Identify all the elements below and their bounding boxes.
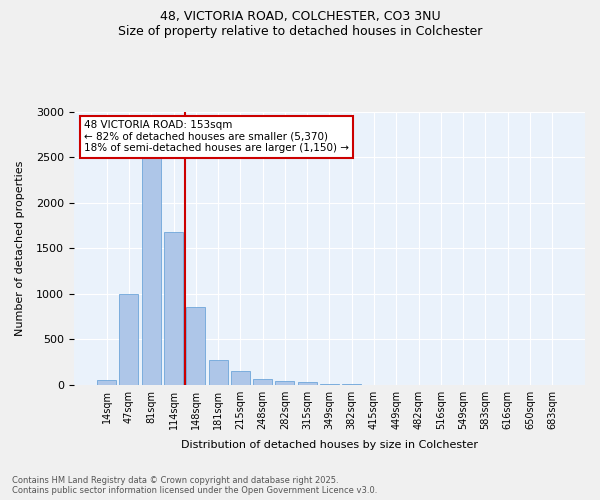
Bar: [164, 232, 183, 384]
Text: 48, VICTORIA ROAD, COLCHESTER, CO3 3NU
Size of property relative to detached hou: 48, VICTORIA ROAD, COLCHESTER, CO3 3NU S…: [118, 10, 482, 38]
Bar: [97, 380, 116, 384]
Bar: [275, 380, 295, 384]
X-axis label: Distribution of detached houses by size in Colchester: Distribution of detached houses by size …: [181, 440, 478, 450]
Bar: [298, 382, 317, 384]
Text: Contains HM Land Registry data © Crown copyright and database right 2025.
Contai: Contains HM Land Registry data © Crown c…: [12, 476, 377, 495]
Bar: [142, 158, 161, 384]
Bar: [119, 294, 139, 384]
Bar: [187, 308, 205, 384]
Y-axis label: Number of detached properties: Number of detached properties: [15, 160, 25, 336]
Text: 48 VICTORIA ROAD: 153sqm
← 82% of detached houses are smaller (5,370)
18% of sem: 48 VICTORIA ROAD: 153sqm ← 82% of detach…: [84, 120, 349, 154]
Bar: [209, 360, 227, 384]
Bar: [253, 378, 272, 384]
Bar: [231, 372, 250, 384]
